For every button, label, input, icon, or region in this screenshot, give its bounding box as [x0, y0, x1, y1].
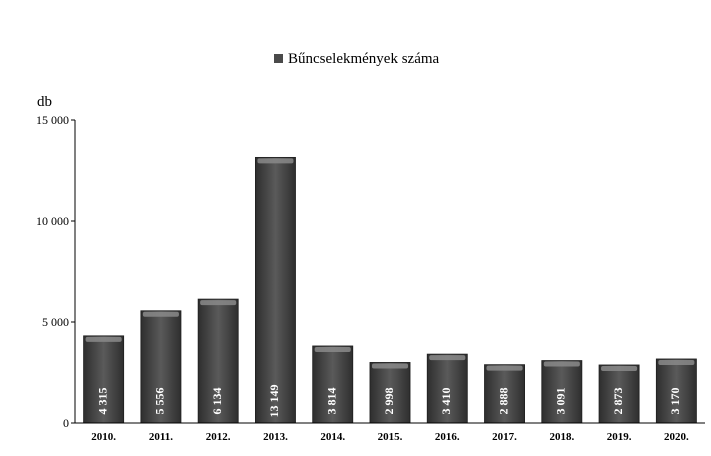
bar-group: 2 873	[598, 364, 640, 424]
data-label: 3 814	[324, 388, 338, 415]
bar-group: 5 556	[140, 310, 182, 424]
bar-highlight	[85, 336, 122, 342]
bar	[83, 335, 125, 424]
data-label: 3 170	[668, 388, 682, 415]
bar	[369, 362, 411, 424]
bar	[312, 345, 354, 424]
bar	[484, 364, 525, 424]
bar-highlight	[371, 363, 409, 369]
bar	[541, 360, 583, 424]
bar	[426, 353, 468, 424]
y-tick-label: 15 000	[36, 113, 69, 127]
x-tick-label: 2020.	[664, 431, 689, 443]
bar-group: 4 315	[83, 335, 125, 424]
x-tick-label: 2018.	[549, 431, 574, 443]
x-tick-label: 2010.	[91, 431, 116, 443]
bar-highlight	[658, 359, 695, 365]
bar	[197, 298, 239, 424]
data-label: 3 091	[554, 388, 568, 415]
bar	[255, 156, 296, 424]
x-tick-label: 2011.	[149, 431, 173, 443]
bar	[655, 358, 697, 424]
x-tick-label: 2015.	[378, 431, 403, 443]
data-label: 2 888	[496, 387, 510, 414]
x-tick-label: 2019.	[607, 431, 632, 443]
bar-group: 2 888	[484, 364, 525, 424]
bar-group: 6 134	[197, 298, 239, 424]
y-tick-label: 5 000	[42, 315, 69, 329]
x-ticks: 2010. 2011. 2012. 2013. 2014. 2015. 2016. 2017.…	[91, 431, 689, 443]
bar-highlight	[543, 361, 580, 367]
bar-highlight	[257, 158, 294, 164]
x-tick-label: 2012.	[206, 431, 231, 443]
x-tick-label: 2014.	[320, 431, 345, 443]
data-label: 13 149	[267, 385, 281, 418]
y-tick-label: 10 000	[36, 214, 69, 228]
x-tick-label: 2013.	[263, 431, 288, 443]
y-axis-label: db	[37, 94, 52, 110]
data-label: 3 410	[439, 388, 453, 415]
bar-highlight	[486, 365, 523, 371]
legend: Bűncselekmények száma	[274, 51, 440, 67]
x-tick-label: 2017.	[492, 431, 517, 443]
data-label: 6 134	[210, 388, 224, 415]
bar-group: 13 149	[255, 156, 296, 424]
bar-highlight	[142, 311, 179, 317]
bar-highlight	[200, 300, 237, 306]
bar-group: 3 170	[655, 358, 697, 424]
y-ticks: 0 5 000 10 000 15 000	[36, 113, 75, 430]
data-label: 5 556	[153, 388, 167, 415]
y-tick-label: 0	[63, 416, 69, 430]
data-label: 2 998	[382, 388, 396, 415]
bar-group: 3 091	[541, 360, 583, 424]
bar-group: 3 410	[426, 353, 468, 424]
bar-group: 2 998	[369, 362, 411, 424]
bar-highlight	[314, 346, 351, 352]
data-label: 4 315	[95, 388, 109, 415]
bar-highlight	[601, 365, 638, 371]
legend-swatch	[274, 54, 283, 63]
legend-label: Bűncselekmények száma	[288, 51, 440, 67]
bars: 4 315 5 556 6 134 13 149 3 814 2 998 3 410 2 88…	[83, 156, 697, 424]
bar-highlight	[429, 355, 466, 361]
bar	[598, 364, 640, 424]
x-tick-label: 2016.	[435, 431, 460, 443]
data-label: 2 873	[611, 388, 625, 415]
bar-group: 3 814	[312, 345, 354, 424]
